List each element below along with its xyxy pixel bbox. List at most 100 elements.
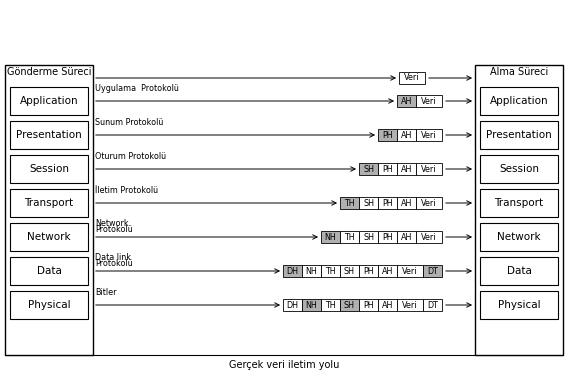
Bar bbox=[321, 299, 340, 311]
Text: Network: Network bbox=[497, 232, 541, 242]
Bar bbox=[378, 197, 397, 209]
Bar bbox=[397, 129, 416, 141]
Bar bbox=[480, 189, 558, 217]
Text: Data: Data bbox=[507, 266, 532, 276]
Text: Presentation: Presentation bbox=[486, 130, 552, 140]
Bar bbox=[423, 299, 442, 311]
Bar bbox=[283, 265, 302, 277]
Text: Session: Session bbox=[499, 164, 539, 174]
Bar bbox=[397, 163, 416, 175]
Text: TH: TH bbox=[344, 198, 355, 207]
Text: NH: NH bbox=[325, 232, 336, 242]
Bar bbox=[397, 265, 423, 277]
Bar bbox=[480, 121, 558, 149]
Text: AH: AH bbox=[401, 130, 412, 140]
Bar bbox=[340, 197, 359, 209]
Bar bbox=[321, 231, 340, 243]
Bar bbox=[359, 265, 378, 277]
Bar bbox=[10, 257, 88, 285]
Text: PH: PH bbox=[382, 165, 393, 174]
Text: Physical: Physical bbox=[498, 300, 540, 310]
Bar bbox=[475, 65, 563, 355]
Bar bbox=[359, 197, 378, 209]
Text: Protokolü: Protokolü bbox=[95, 225, 133, 234]
Bar bbox=[416, 197, 442, 209]
Text: Application: Application bbox=[20, 96, 78, 106]
Text: DT: DT bbox=[427, 300, 438, 309]
Text: Gönderme Süreci: Gönderme Süreci bbox=[7, 67, 91, 77]
Bar bbox=[340, 265, 359, 277]
Bar bbox=[10, 223, 88, 251]
Bar bbox=[378, 265, 397, 277]
Bar bbox=[480, 223, 558, 251]
Text: Data: Data bbox=[36, 266, 61, 276]
Text: NH: NH bbox=[306, 267, 318, 276]
Text: Alma Süreci: Alma Süreci bbox=[490, 67, 548, 77]
Text: DH: DH bbox=[286, 267, 299, 276]
Bar bbox=[378, 299, 397, 311]
Bar bbox=[423, 265, 442, 277]
Bar bbox=[480, 87, 558, 115]
Bar bbox=[321, 265, 340, 277]
Text: AH: AH bbox=[382, 267, 393, 276]
Bar bbox=[359, 163, 378, 175]
Text: Network: Network bbox=[95, 219, 128, 228]
Text: Veri: Veri bbox=[402, 267, 417, 276]
Text: Network: Network bbox=[27, 232, 71, 242]
Text: AH: AH bbox=[401, 198, 412, 207]
Bar bbox=[283, 299, 302, 311]
Bar bbox=[10, 155, 88, 183]
Bar bbox=[378, 231, 397, 243]
Bar bbox=[397, 231, 416, 243]
Bar bbox=[359, 299, 378, 311]
Text: Protokolü: Protokolü bbox=[95, 259, 133, 268]
Bar bbox=[302, 299, 321, 311]
Text: Bitler: Bitler bbox=[95, 288, 116, 297]
Text: SH: SH bbox=[363, 165, 374, 174]
Text: Veri: Veri bbox=[421, 130, 437, 140]
Bar bbox=[10, 189, 88, 217]
Text: DH: DH bbox=[286, 300, 299, 309]
Text: SH: SH bbox=[363, 232, 374, 242]
Text: AH: AH bbox=[382, 300, 393, 309]
Text: DT: DT bbox=[427, 267, 438, 276]
Text: Veri: Veri bbox=[404, 74, 420, 82]
Bar bbox=[399, 72, 425, 84]
Bar bbox=[416, 231, 442, 243]
Text: AH: AH bbox=[401, 165, 412, 174]
Text: Transport: Transport bbox=[494, 198, 544, 208]
Text: Application: Application bbox=[490, 96, 548, 106]
Text: Transport: Transport bbox=[24, 198, 74, 208]
Text: Sunum Protokolü: Sunum Protokolü bbox=[95, 118, 164, 127]
Bar bbox=[397, 197, 416, 209]
Text: PH: PH bbox=[382, 198, 393, 207]
Text: TH: TH bbox=[325, 300, 336, 309]
Text: SH: SH bbox=[344, 267, 355, 276]
Bar bbox=[416, 129, 442, 141]
Text: PH: PH bbox=[382, 232, 393, 242]
Bar bbox=[10, 87, 88, 115]
Bar bbox=[378, 163, 397, 175]
Text: Veri: Veri bbox=[421, 198, 437, 207]
Bar bbox=[340, 231, 359, 243]
Bar bbox=[480, 257, 558, 285]
Text: PH: PH bbox=[363, 300, 374, 309]
Text: Veri: Veri bbox=[421, 96, 437, 105]
Text: Gerçek veri iletim yolu: Gerçek veri iletim yolu bbox=[229, 360, 339, 370]
Bar bbox=[359, 231, 378, 243]
Text: Veri: Veri bbox=[421, 232, 437, 242]
Bar bbox=[480, 155, 558, 183]
Bar bbox=[397, 299, 423, 311]
Text: PH: PH bbox=[382, 130, 393, 140]
Text: AH: AH bbox=[401, 232, 412, 242]
Bar bbox=[340, 299, 359, 311]
Bar bbox=[10, 121, 88, 149]
Text: Session: Session bbox=[29, 164, 69, 174]
Bar bbox=[302, 265, 321, 277]
Text: AH: AH bbox=[401, 96, 412, 105]
Bar bbox=[397, 95, 416, 107]
Text: TH: TH bbox=[325, 267, 336, 276]
Text: Physical: Physical bbox=[28, 300, 70, 310]
Text: Presentation: Presentation bbox=[16, 130, 82, 140]
Bar bbox=[416, 95, 442, 107]
